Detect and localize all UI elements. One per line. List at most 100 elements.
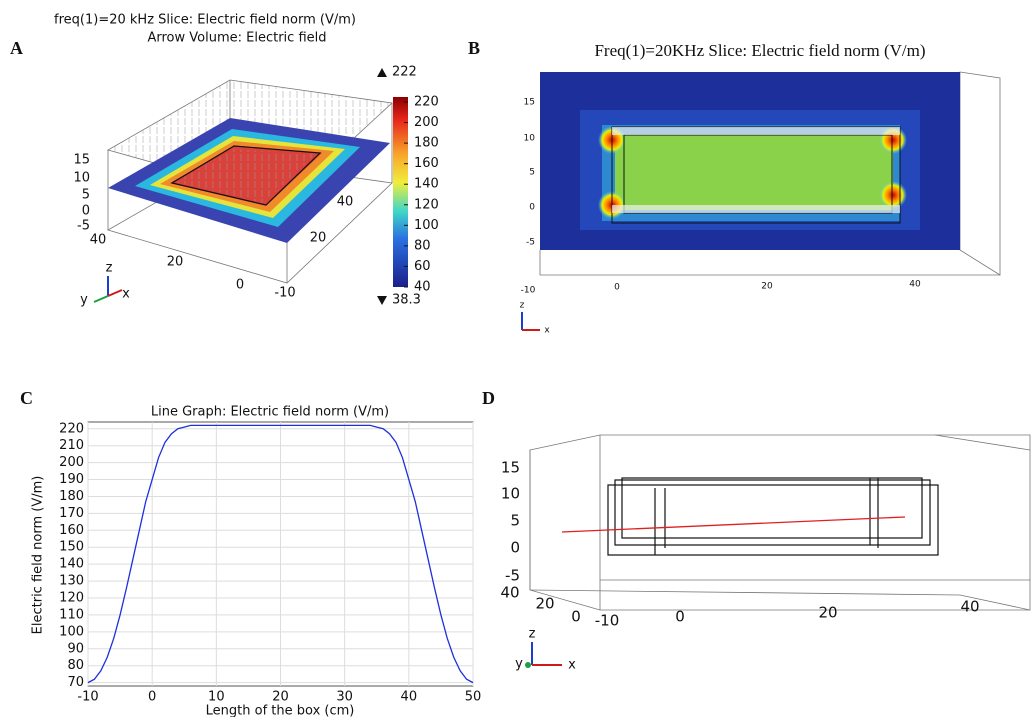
z-tick: 10 xyxy=(501,485,520,503)
y-tick-label: 70 xyxy=(67,675,84,690)
x-tick: 0 xyxy=(675,608,685,626)
colorbar xyxy=(393,97,408,287)
y-tick: 40 xyxy=(90,233,107,248)
x-tick: -10 xyxy=(521,286,536,296)
y-tick: -5 xyxy=(526,238,535,248)
axis-name: z xyxy=(529,627,536,642)
axis-name: y xyxy=(515,657,523,672)
y-tick-label: 120 xyxy=(59,591,84,606)
panel-label: A xyxy=(10,38,23,58)
y-tick: 0 xyxy=(571,608,581,626)
x-tick-label: 10 xyxy=(208,690,225,705)
y-tick: 40 xyxy=(500,584,519,602)
z-tick: 5 xyxy=(82,188,90,203)
data-line xyxy=(87,424,474,684)
min-marker xyxy=(377,296,387,305)
z-tick: 15 xyxy=(73,153,90,168)
colorbar-tick-label: 100 xyxy=(414,218,439,233)
panel-c: C Line Graph: Electric field norm (V/m) … xyxy=(20,388,481,717)
x-tick-label: -10 xyxy=(77,690,98,705)
x-axis-label: Length of the box (cm) xyxy=(206,704,355,717)
colorbar-tick-label: 220 xyxy=(414,95,439,110)
x-tick: 40 xyxy=(337,195,354,210)
colorbar-tick-label: 80 xyxy=(414,238,431,253)
slice xyxy=(108,118,390,243)
colorbar-tick-label: 140 xyxy=(414,177,439,192)
y-tick-label: 160 xyxy=(59,523,84,538)
y-tick: 15 xyxy=(524,98,535,108)
x-tick-label: 50 xyxy=(465,690,482,705)
x-tick-label: 30 xyxy=(336,690,353,705)
y-tick-label: 210 xyxy=(59,438,84,453)
max-marker xyxy=(377,68,387,77)
y-tick-label: 150 xyxy=(59,540,84,555)
z-tick: -5 xyxy=(505,567,520,585)
x-tick-label: 40 xyxy=(401,690,418,705)
wireframe xyxy=(529,434,1031,611)
colorbar-tick-label: 200 xyxy=(414,115,439,130)
axis-name: x xyxy=(544,326,550,336)
colorbar-tick-label: 180 xyxy=(414,136,439,151)
x-tick: -10 xyxy=(595,612,620,630)
x-tick-label: 0 xyxy=(148,690,156,705)
z-tick: -5 xyxy=(77,219,90,234)
y-tick: 20 xyxy=(167,255,184,270)
panel-subtitle: Arrow Volume: Electric field xyxy=(147,31,326,46)
y-tick-label: 190 xyxy=(59,472,84,487)
axis-name: z xyxy=(106,261,113,276)
x-tick: 0 xyxy=(614,283,620,293)
panel-label: C xyxy=(20,388,33,408)
y-tick-label: 140 xyxy=(59,557,84,572)
y-tick-label: 100 xyxy=(59,624,84,639)
panel-title: freq(1)=20 kHz Slice: Electric field nor… xyxy=(54,13,356,28)
x-tick: 20 xyxy=(310,231,327,246)
y-tick-label: 220 xyxy=(59,421,84,436)
min-value: 38.3 xyxy=(392,293,421,308)
axis-name: x xyxy=(122,287,130,302)
panel-title: Freq(1)=20KHz Slice: Electric field norm… xyxy=(594,41,925,60)
y-tick-label: 90 xyxy=(67,641,84,656)
y-axis-label: Electric field norm (V/m) xyxy=(31,476,46,635)
axis-triad xyxy=(521,312,540,331)
axis-name: z xyxy=(520,301,525,311)
colorbar-tick-label: 120 xyxy=(414,197,439,212)
y-tick-label: 130 xyxy=(59,574,84,589)
y-tick-label: 110 xyxy=(59,607,84,622)
axis-triad xyxy=(525,642,562,668)
x-tick-label: 20 xyxy=(272,690,289,705)
z-tick: 0 xyxy=(510,539,520,557)
y-tick-label: 200 xyxy=(59,455,84,470)
box xyxy=(607,477,939,556)
chart-title: Line Graph: Electric field norm (V/m) xyxy=(151,405,389,420)
y-tick: 10 xyxy=(524,134,536,144)
y-tick-label: 80 xyxy=(67,658,84,673)
panel-b: B Freq(1)=20KHz Slice: Electric field no… xyxy=(468,38,1001,336)
y-tick: -10 xyxy=(274,286,295,301)
panel-label: B xyxy=(468,38,480,58)
x-tick: 40 xyxy=(960,598,979,616)
cut-line xyxy=(561,516,906,533)
y-tick: 0 xyxy=(529,203,535,213)
y-tick-label: 170 xyxy=(59,506,84,521)
x-tick: 20 xyxy=(818,604,837,622)
panel-label: D xyxy=(482,388,495,408)
axis-name: y xyxy=(80,293,88,308)
y-tick: 20 xyxy=(535,595,554,613)
z-tick: 10 xyxy=(73,171,90,186)
x-tick: 40 xyxy=(909,280,921,290)
z-tick: 0 xyxy=(82,204,90,219)
y-tick: 0 xyxy=(236,278,244,293)
axis-name: x xyxy=(568,658,576,673)
colorbar-tick-label: 160 xyxy=(414,156,439,171)
colorbar-tick-label: 40 xyxy=(414,280,431,295)
z-tick: 15 xyxy=(501,459,520,477)
y-tick-label: 180 xyxy=(59,489,84,504)
z-tick: 5 xyxy=(510,512,520,530)
panel-a: A freq(1)=20 kHz Slice: Electric field n… xyxy=(10,13,439,308)
colorbar-tick-label: 60 xyxy=(414,259,431,274)
x-tick: 20 xyxy=(761,282,773,292)
panel-d: D 15 10 5 0 -5 40 20 0 -10 0 20 40 xyxy=(482,388,1031,673)
max-value: 222 xyxy=(392,65,417,80)
y-tick: 5 xyxy=(529,168,535,178)
